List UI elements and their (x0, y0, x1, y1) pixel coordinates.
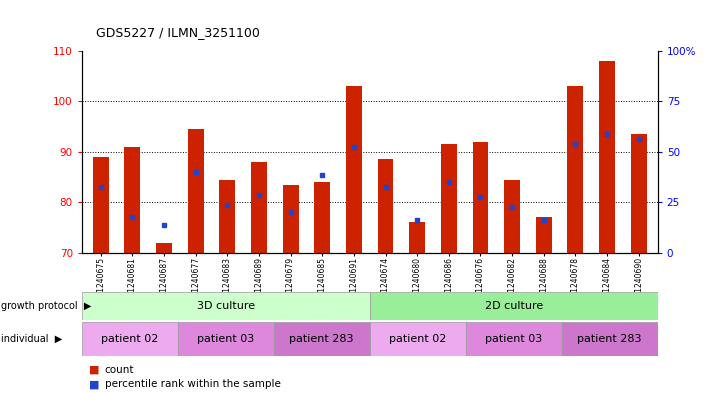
Bar (82, 292, 370, 320)
Bar (93, 157, 109, 253)
Bar (283, 185, 299, 253)
Text: 2D culture: 2D culture (485, 301, 542, 311)
Bar (314, 182, 330, 253)
Bar (124, 147, 140, 253)
Bar (370, 322, 466, 356)
Bar (82, 322, 178, 356)
Text: patient 03: patient 03 (197, 334, 255, 344)
Text: growth protocol  ▶: growth protocol ▶ (1, 301, 92, 311)
Bar (504, 180, 520, 253)
Text: ■: ■ (89, 365, 100, 375)
Text: patient 283: patient 283 (577, 334, 642, 344)
Bar (274, 322, 370, 356)
Bar (220, 180, 235, 253)
Text: ■: ■ (89, 379, 100, 389)
Bar (188, 129, 203, 253)
Text: patient 02: patient 02 (101, 334, 159, 344)
Bar (536, 217, 552, 253)
Bar (178, 322, 274, 356)
Text: percentile rank within the sample: percentile rank within the sample (105, 379, 280, 389)
Bar (251, 162, 267, 253)
Bar (378, 160, 393, 253)
Bar (567, 86, 583, 253)
Text: patient 283: patient 283 (289, 334, 354, 344)
Bar (410, 222, 425, 253)
Bar (346, 86, 362, 253)
Text: GDS5227 / ILMN_3251100: GDS5227 / ILMN_3251100 (96, 26, 260, 39)
Text: 3D culture: 3D culture (197, 301, 255, 311)
Text: patient 02: patient 02 (389, 334, 447, 344)
Bar (631, 134, 646, 253)
Text: patient 03: patient 03 (485, 334, 542, 344)
Bar (599, 61, 615, 253)
Text: count: count (105, 365, 134, 375)
Bar (466, 322, 562, 356)
Bar (370, 292, 658, 320)
Bar (562, 322, 658, 356)
Bar (473, 142, 488, 253)
Text: individual  ▶: individual ▶ (1, 334, 63, 344)
Bar (441, 144, 456, 253)
Bar (156, 242, 172, 253)
